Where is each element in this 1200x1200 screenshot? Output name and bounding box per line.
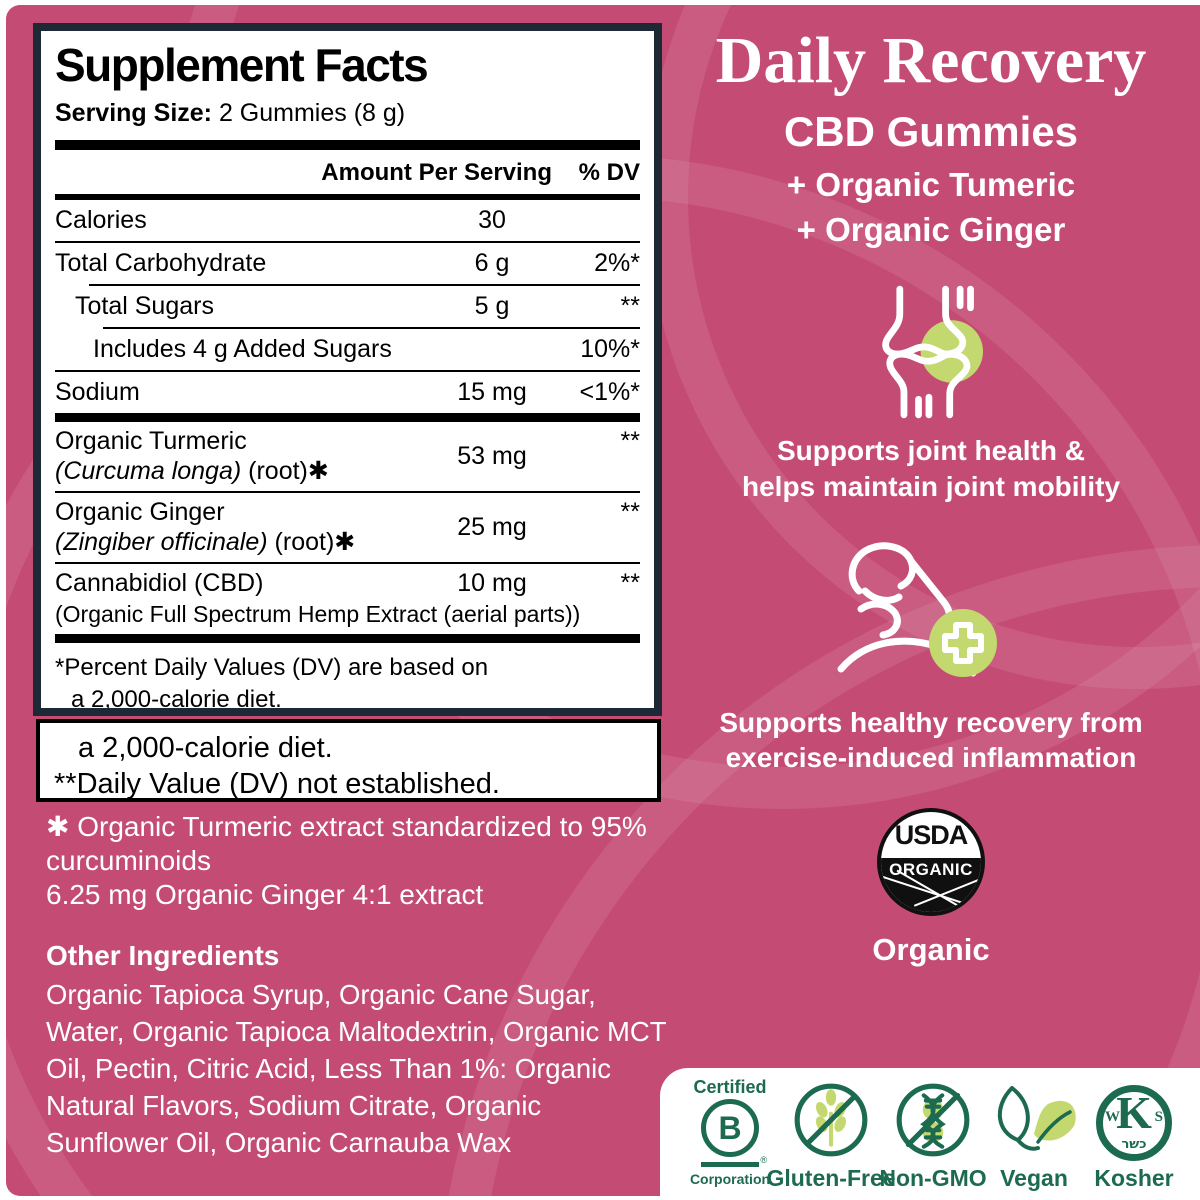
benefit-text-recovery: Supports healthy recovery from exercise-… — [719, 706, 1143, 774]
herb-latin-name: (Curcuma longa) (root)✱ — [55, 456, 329, 485]
muscle-recovery-icon — [662, 539, 1200, 689]
other-ingredients-title: Other Ingredients — [46, 940, 280, 971]
divider-thin — [55, 370, 640, 373]
amount-per-serving-header: Amount Per Serving — [321, 159, 552, 187]
nutrient-amount: 5 g — [474, 292, 510, 321]
serving-size-value: 2 Gummies (8 g) — [212, 99, 406, 128]
badge-label: Vegan — [1000, 1165, 1068, 1191]
benefit-text-joint: Supports joint health & helps maintain j… — [741, 435, 1121, 502]
nutrient-amount: 53 mg — [457, 442, 527, 471]
other-ingredients-list: Organic Tapioca Syrup, Organic Cane Suga… — [46, 979, 667, 1158]
supplement-facts-title: Supplement Facts — [55, 39, 429, 91]
nutrient-name: Total Sugars — [75, 292, 214, 321]
extract-notes: ✱ Organic Turmeric extract standardized … — [46, 810, 668, 912]
joint-health-icon — [662, 285, 1200, 419]
herb-latin-name: (Zingiber officinale) (root)✱ — [55, 527, 356, 556]
registered-mark: ® — [760, 1155, 767, 1165]
table-row: Total Carbohydrate 6 g 2%* — [55, 243, 640, 284]
turmeric-note: ✱ Organic Turmeric extract standardized … — [46, 811, 647, 842]
certification-badges-panel: Certified B ® Corporation Glute — [660, 1068, 1200, 1200]
product-info: Daily Recovery CBD Gummies + Organic Tum… — [662, 0, 1200, 968]
table-row: Calories 30 — [55, 200, 640, 241]
nutrient-amount: 30 — [478, 206, 506, 235]
ginger-note: 6.25 mg Organic Ginger 4:1 extract — [46, 879, 484, 910]
label-notes: ✱ Organic Turmeric extract standardized … — [46, 810, 668, 1161]
serving-size: Serving Size: 2 Gummies (8 g) — [55, 99, 640, 128]
product-subtitle: + Organic Tumeric — [786, 166, 1076, 203]
usda-seal-bottom-text: ORGANIC — [889, 860, 973, 880]
divider-medium — [55, 194, 640, 201]
divider-thin — [55, 562, 640, 565]
divider-thin — [89, 284, 640, 287]
usda-organic-seal: USDA ORGANIC — [877, 808, 985, 917]
footnote-line: a 2,000-calorie diet. — [71, 685, 282, 713]
divider-thin — [55, 241, 640, 244]
footnote-line: *Percent Daily Values (DV) are based on — [55, 654, 489, 682]
nutrient-name: Sodium — [55, 378, 140, 407]
serving-size-label: Serving Size: — [55, 99, 212, 128]
organic-label: Organic — [872, 932, 990, 968]
nutrient-dv: ** — [620, 569, 640, 598]
nutrient-dv: ** — [620, 498, 640, 527]
bcorp-icon: B — [701, 1099, 759, 1157]
herb-name: Organic Ginger (Zingiber officinale) (ro… — [55, 498, 432, 557]
nutrient-amount: 10 mg — [457, 569, 527, 598]
supplement-facts-panel: Supplement Facts Serving Size: 2 Gummies… — [33, 23, 662, 716]
divider-thick — [55, 634, 640, 644]
kosher-icon: W K S כשר — [1096, 1085, 1172, 1161]
nutrient-dv: ** — [620, 292, 640, 321]
badge-label: Gluten-Free — [766, 1165, 896, 1191]
bcorp-certified-text: Certified — [693, 1077, 767, 1097]
footnote-line: **Daily Value (DV) not established. — [54, 768, 500, 801]
badge-bcorp: Certified B ® Corporation — [680, 1078, 780, 1192]
divider-thick — [55, 140, 640, 151]
badge-non-gmo: Non-GMO — [879, 1078, 987, 1192]
gluten-free-icon — [794, 1083, 868, 1157]
dv-footnotes: *Percent Daily Values (DV) are based on … — [55, 652, 640, 713]
nutrient-dv: 10%* — [580, 335, 640, 364]
facts-header-row: Amount Per Serving % DV — [41, 150, 654, 194]
non-gmo-icon — [896, 1083, 970, 1157]
footnote-overflow-box: a 2,000-calorie diet. **Daily Value (DV)… — [36, 719, 661, 802]
turmeric-note: curcuminoids — [46, 845, 211, 876]
divider-thin — [103, 327, 640, 330]
table-row: Organic Turmeric (Curcuma longa) (root)✱… — [55, 422, 640, 491]
divider-thin — [55, 491, 640, 494]
nutrient-name: Includes 4 g Added Sugars — [93, 335, 392, 364]
nutrient-dv: 2%* — [594, 249, 640, 278]
footnote-line: a 2,000-calorie diet. — [78, 732, 333, 764]
usda-seal-top-text: USDA — [894, 819, 969, 850]
badge-vegan: Vegan — [984, 1078, 1084, 1192]
badge-label: Kosher — [1094, 1165, 1174, 1191]
table-row: Sodium 15 mg <1%* — [55, 372, 640, 413]
nutrient-amount: 6 g — [474, 249, 510, 278]
nutrient-amount: 25 mg — [457, 513, 527, 542]
badge-gluten-free: Gluten-Free — [766, 1078, 896, 1192]
product-subtitle: + Organic Ginger — [796, 211, 1066, 248]
nutrient-name: Total Carbohydrate — [55, 249, 267, 278]
table-row: Total Sugars 5 g ** — [55, 286, 640, 327]
herb-name: Organic Turmeric (Curcuma longa) (root)✱ — [55, 427, 432, 486]
badge-label: Non-GMO — [879, 1165, 987, 1191]
table-row: Organic Ginger (Zingiber officinale) (ro… — [55, 493, 640, 562]
badge-kosher: W K S כשר Kosher — [1084, 1078, 1184, 1192]
dv-header: % DV — [578, 159, 640, 187]
nutrient-dv: <1%* — [579, 378, 640, 407]
vegan-icon — [997, 1086, 1076, 1151]
nutrient-name: Calories — [55, 206, 147, 235]
product-subtitle: CBD Gummies — [783, 108, 1079, 155]
nutrient-name: Cannabidiol (CBD) — [55, 569, 264, 598]
cbd-source-note: (Organic Full Spectrum Hemp Extract (aer… — [55, 601, 581, 628]
nutrient-dv: ** — [620, 427, 640, 456]
nutrient-amount: 15 mg — [457, 378, 527, 407]
divider-thick — [55, 413, 640, 423]
table-row: Cannabidiol (CBD) 10 mg ** (Organic Full… — [55, 564, 640, 634]
table-row: Includes 4 g Added Sugars 10%* — [55, 329, 640, 370]
product-title: Daily Recovery — [715, 24, 1147, 97]
bcorp-corporation-text: Corporation — [689, 1171, 771, 1187]
